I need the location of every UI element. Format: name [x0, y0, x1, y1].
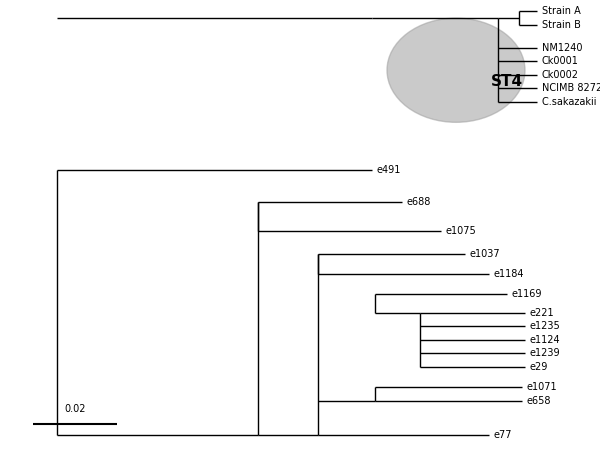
Text: e1075: e1075	[446, 226, 476, 236]
Text: e1124: e1124	[530, 335, 560, 345]
Text: Ck0002: Ck0002	[542, 70, 579, 80]
Text: e221: e221	[530, 308, 554, 318]
Text: e1239: e1239	[530, 348, 560, 358]
Text: e1071: e1071	[527, 382, 557, 392]
Ellipse shape	[387, 18, 525, 122]
Text: e29: e29	[530, 362, 548, 372]
Text: e1037: e1037	[470, 249, 500, 259]
Text: e688: e688	[407, 197, 431, 207]
Text: C.sakazakii Sp291: C.sakazakii Sp291	[542, 97, 600, 107]
Text: e1235: e1235	[530, 321, 560, 331]
Text: e1169: e1169	[512, 289, 542, 299]
Text: e491: e491	[377, 165, 401, 175]
Text: Ck0001: Ck0001	[542, 56, 578, 66]
Text: ST4: ST4	[491, 74, 523, 89]
Text: 0.02: 0.02	[64, 404, 86, 414]
Text: e77: e77	[494, 430, 512, 440]
Text: NCIMB 8272: NCIMB 8272	[542, 83, 600, 93]
Text: Strain A: Strain A	[542, 6, 581, 16]
Text: e658: e658	[527, 396, 551, 406]
Text: Strain B: Strain B	[542, 20, 581, 30]
Text: NM1240: NM1240	[542, 43, 583, 53]
Text: e1184: e1184	[494, 269, 524, 279]
